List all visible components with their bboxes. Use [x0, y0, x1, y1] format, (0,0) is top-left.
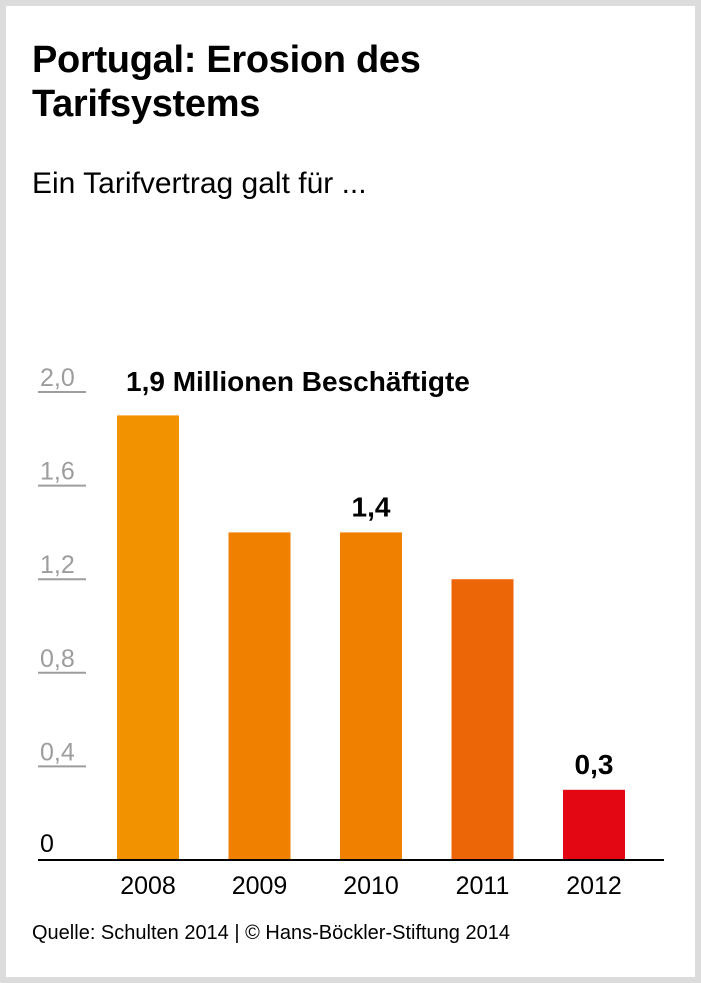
y-tick-label: 0,8	[40, 645, 75, 673]
bar	[117, 415, 179, 860]
data-label: 1,4	[352, 491, 391, 522]
y-tick-label: 1,6	[40, 458, 75, 486]
x-tick-label: 2009	[232, 872, 288, 900]
x-tick-label: 2011	[456, 872, 510, 900]
y-tick-label: 0,4	[40, 738, 75, 766]
chart-title: Portugal: Erosion des Tarifsystems	[32, 38, 672, 126]
bar	[451, 579, 514, 860]
x-tick-label: 2010	[343, 872, 399, 900]
bar	[563, 789, 625, 860]
y-tick-label: 0	[40, 830, 54, 858]
x-tick-label: 2012	[566, 872, 622, 900]
source-note: Quelle: Schulten 2014 | © Hans-Böckler-S…	[32, 922, 510, 944]
data-label: 1,9 Millionen Beschäftigte	[126, 366, 470, 397]
x-tick-label: 2008	[120, 872, 176, 900]
title-line-1: Portugal: Erosion des	[32, 39, 421, 81]
title-line-2: Tarifsystems	[32, 83, 261, 125]
data-label: 0,3	[575, 749, 614, 780]
y-tick-label: 1,2	[40, 551, 75, 579]
chart-subtitle: Ein Tarifvertrag galt für ...	[32, 167, 367, 200]
y-tick-label: 2,0	[40, 364, 75, 392]
bar	[228, 532, 291, 860]
bar	[340, 532, 402, 860]
